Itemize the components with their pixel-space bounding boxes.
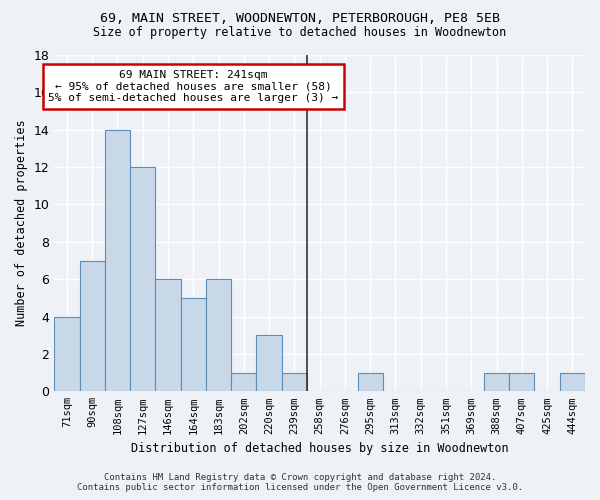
Bar	[206, 279, 231, 392]
Bar	[358, 372, 383, 392]
Text: 69 MAIN STREET: 241sqm
← 95% of detached houses are smaller (58)
5% of semi-deta: 69 MAIN STREET: 241sqm ← 95% of detached…	[48, 70, 338, 103]
Bar	[54, 316, 80, 392]
Text: Size of property relative to detached houses in Woodnewton: Size of property relative to detached ho…	[94, 26, 506, 39]
Bar	[484, 372, 509, 392]
Bar	[509, 372, 535, 392]
Bar	[282, 372, 307, 392]
Bar	[560, 372, 585, 392]
Bar	[80, 260, 105, 392]
Bar	[256, 336, 282, 392]
Bar	[231, 372, 256, 392]
Bar	[105, 130, 130, 392]
X-axis label: Distribution of detached houses by size in Woodnewton: Distribution of detached houses by size …	[131, 442, 508, 455]
Text: 69, MAIN STREET, WOODNEWTON, PETERBOROUGH, PE8 5EB: 69, MAIN STREET, WOODNEWTON, PETERBOROUG…	[100, 12, 500, 26]
Text: Contains HM Land Registry data © Crown copyright and database right 2024.
Contai: Contains HM Land Registry data © Crown c…	[77, 473, 523, 492]
Bar	[130, 167, 155, 392]
Y-axis label: Number of detached properties: Number of detached properties	[15, 120, 28, 326]
Bar	[155, 279, 181, 392]
Bar	[181, 298, 206, 392]
